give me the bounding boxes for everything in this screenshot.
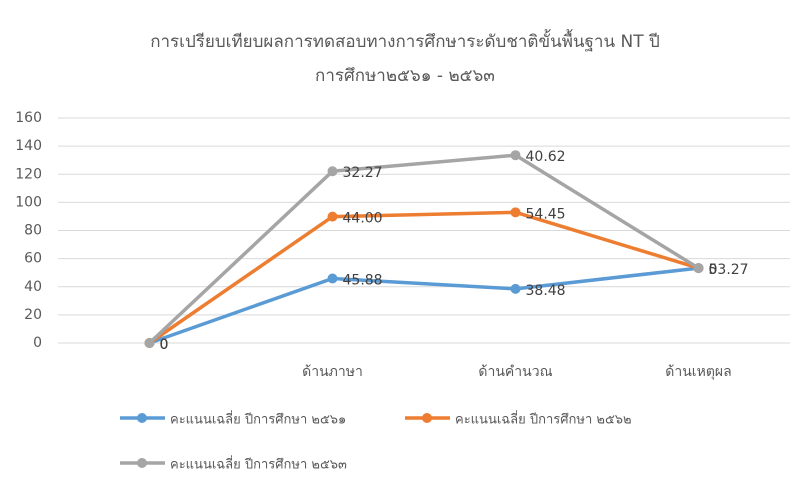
chart-title: การเปรียบเทียบผลการทดสอบทางการศึกษาระดับ…	[150, 29, 660, 52]
y-tick-label: 100	[15, 194, 42, 210]
legend-marker	[137, 413, 147, 423]
legend-marker	[137, 458, 147, 468]
x-tick-label: ด้านเหตุผล	[665, 364, 731, 380]
x-tick-label: ด้านภาษา	[302, 364, 363, 380]
chart-title: การศึกษา๒๕๖๑ - ๒๕๖๓	[315, 66, 495, 86]
data-label: 40.62	[526, 149, 566, 165]
y-tick-label: 0	[33, 335, 42, 351]
y-tick-label: 160	[15, 110, 42, 126]
data-label: 53.27	[709, 262, 749, 278]
data-label: 45.88	[343, 272, 383, 288]
marker	[510, 207, 521, 218]
marker	[693, 263, 704, 274]
x-tick-label: ด้านคำนวณ	[478, 364, 552, 380]
data-label: 44.00	[343, 211, 383, 227]
marker	[510, 150, 521, 161]
marker	[144, 338, 155, 348]
legend-marker	[422, 413, 432, 423]
marker	[327, 211, 338, 222]
legend-label: คะแนนเฉลี่ย ปีการศึกษา ๒๕๖๒	[455, 411, 632, 428]
y-tick-label: 20	[24, 307, 42, 323]
marker	[327, 273, 338, 284]
data-label: 32.27	[343, 165, 383, 181]
data-label: 38.48	[526, 283, 566, 299]
legend-label: คะแนนเฉลี่ย ปีการศึกษา ๒๕๖๓	[170, 456, 347, 473]
series-line	[148, 153, 700, 345]
series-line	[148, 266, 699, 345]
y-tick-label: 60	[24, 251, 42, 267]
y-tick-label: 140	[15, 138, 42, 154]
y-tick-label: 80	[24, 223, 42, 239]
marker	[510, 283, 521, 294]
data-label: 54.45	[526, 206, 566, 222]
series-line	[148, 210, 700, 345]
data-label: 0	[160, 337, 169, 353]
data-label: 0	[709, 262, 718, 278]
data-label: 0	[160, 337, 169, 353]
y-tick-label: 40	[24, 279, 42, 295]
legend-label: คะแนนเฉลี่ย ปีการศึกษา ๒๕๖๑	[170, 411, 346, 428]
marker	[327, 166, 338, 177]
data-label: 0	[160, 337, 169, 353]
data-label: 0	[709, 262, 718, 278]
y-tick-label: 120	[15, 166, 42, 182]
